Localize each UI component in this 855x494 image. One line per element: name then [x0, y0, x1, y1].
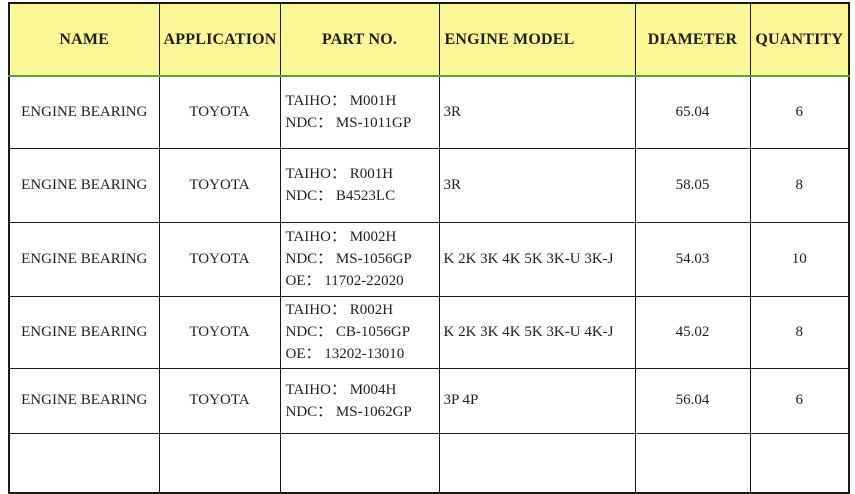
cell-engine-model: 3R	[438, 147, 636, 223]
cell-empty	[8, 432, 160, 494]
part-no-line: NDC： B4523LC	[285, 188, 396, 204]
cell-quantity: 6	[749, 367, 850, 434]
part-no-line: TAIHO： R001H	[285, 166, 394, 182]
cell-engine-model: 3R	[438, 75, 636, 149]
cell-quantity: 10	[749, 221, 850, 297]
cell-quantity: 8	[749, 295, 850, 369]
cell-application: TOYOTA	[158, 367, 281, 434]
cell-diameter: 56.04	[634, 367, 751, 434]
cell-empty	[634, 432, 751, 494]
cell-diameter: 65.04	[634, 75, 751, 149]
cell-diameter: 58.05	[634, 147, 751, 223]
table-header: NAME APPLICATION PART NO. ENGINE MODEL D…	[8, 2, 850, 77]
cell-application: TOYOTA	[158, 147, 281, 223]
cell-diameter: 54.03	[634, 221, 751, 297]
cell-engine-model: 3P 4P	[438, 367, 636, 434]
table-row: ENGINE BEARING TOYOTA TAIHO： M002H NDC： MS-…	[8, 221, 850, 297]
cell-empty	[438, 432, 636, 494]
cell-name: ENGINE BEARING	[8, 147, 160, 223]
parts-table-container: NAME APPLICATION PART NO. ENGINE MODEL D…	[8, 2, 850, 494]
table-row-partial	[8, 432, 850, 494]
part-no-line: NDC： MS-1062GP	[285, 403, 412, 420]
cell-part-no: TAIHO： M001H NDC： MS-1011GP	[279, 75, 440, 149]
cell-name: ENGINE BEARING	[8, 75, 160, 149]
cell-part-no: TAIHO： M004H NDC： MS-1062GP	[279, 367, 440, 434]
header-cell-application: APPLICATION	[158, 2, 281, 77]
cell-diameter: 45.02	[634, 295, 751, 369]
header-cell-part-no: PART NO.	[279, 2, 440, 77]
header-cell-quantity: QUANTITY	[749, 2, 850, 77]
table-row: ENGINE BEARING TOYOTA TAIHO： M001H NDC： MS-…	[8, 75, 850, 149]
table-row: ENGINE BEARING TOYOTA TAIHO： R002H NDC： CB-…	[8, 295, 850, 369]
parts-table: NAME APPLICATION PART NO. ENGINE MODEL D…	[8, 2, 850, 494]
cell-empty	[749, 432, 850, 494]
table-row: ENGINE BEARING TOYOTA TAIHO： R001H NDC： B45…	[8, 147, 850, 223]
cell-application: TOYOTA	[158, 221, 281, 297]
header-cell-name: NAME	[8, 2, 160, 77]
table-body: ENGINE BEARING TOYOTA TAIHO： M001H NDC： MS-…	[8, 75, 850, 494]
part-no-line: TAIHO： R002H	[285, 302, 394, 318]
cell-empty	[158, 432, 281, 494]
part-no-line: NDC： CB-1056GP	[285, 324, 411, 340]
part-no-line: OE： 11702-22020	[285, 273, 404, 289]
cell-quantity: 8	[749, 147, 850, 223]
part-no-line: OE： 13202-13010	[285, 346, 405, 362]
cell-part-no: TAIHO： R002H NDC： CB-1056GP OE： 13202-1301…	[279, 295, 440, 369]
cell-part-no: TAIHO： M002H NDC： MS-1056GP OE： 11702-2202…	[279, 221, 440, 297]
part-no-line: NDC： MS-1056GP	[285, 251, 412, 267]
header-cell-engine-model: ENGINE MODEL	[438, 2, 636, 77]
cell-engine-model: K 2K 3K 4K 5K 3K-U 3K-J	[438, 221, 636, 297]
cell-part-no: TAIHO： R001H NDC： B4523LC	[279, 147, 440, 223]
part-no-line: TAIHO： M001H	[285, 93, 397, 110]
cell-name: ENGINE BEARING	[8, 221, 160, 297]
cell-application: TOYOTA	[158, 75, 281, 149]
cell-empty	[279, 432, 440, 494]
cell-name: ENGINE BEARING	[8, 367, 160, 434]
part-no-line: TAIHO： M002H	[285, 229, 397, 245]
header-row: NAME APPLICATION PART NO. ENGINE MODEL D…	[8, 2, 850, 77]
cell-engine-model: K 2K 3K 4K 5K 3K-U 4K-J	[438, 295, 636, 369]
table-row: ENGINE BEARING TOYOTA TAIHO： M004H NDC： MS-…	[8, 367, 850, 434]
cell-quantity: 6	[749, 75, 850, 149]
cell-name: ENGINE BEARING	[8, 295, 160, 369]
part-no-line: NDC： MS-1011GP	[285, 115, 412, 132]
cell-application: TOYOTA	[158, 295, 281, 369]
header-cell-diameter: DIAMETER	[634, 2, 751, 77]
part-no-line: TAIHO： M004H	[285, 381, 397, 398]
